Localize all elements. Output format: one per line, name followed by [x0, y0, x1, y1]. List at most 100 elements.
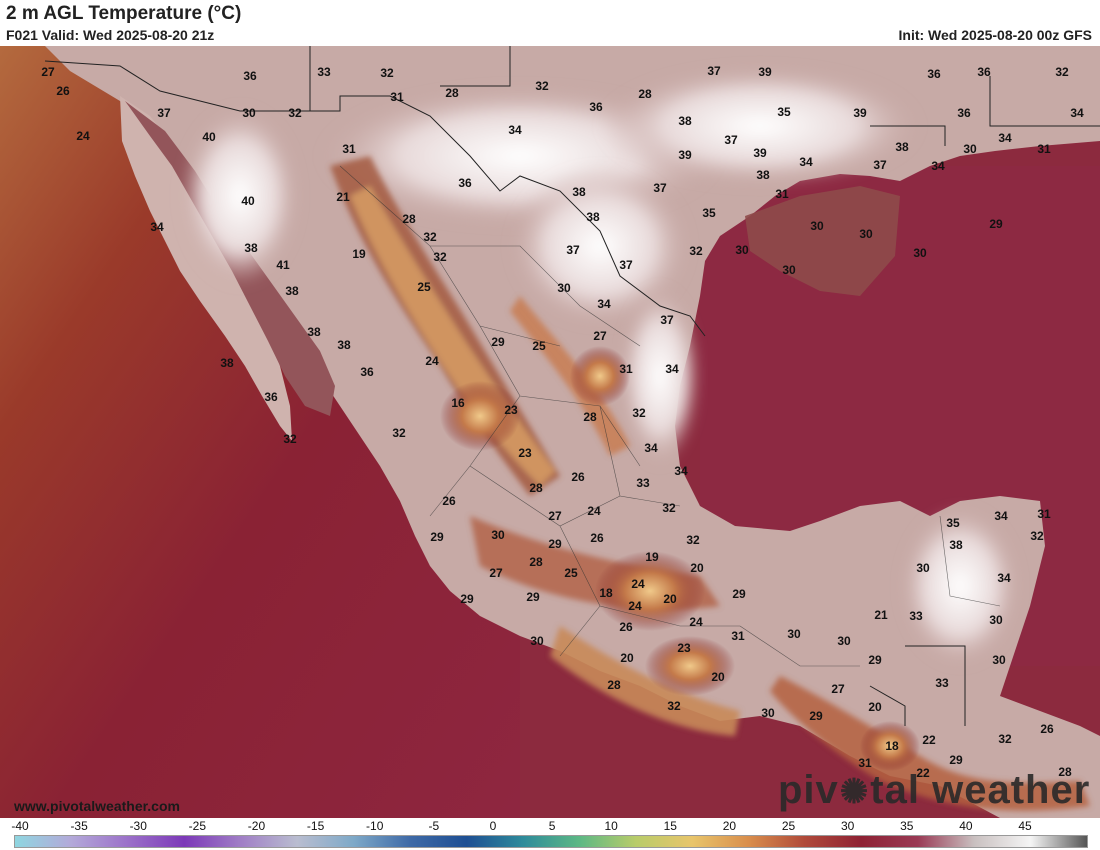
temperature-label: 33 [935, 676, 949, 690]
temperature-label: 40 [241, 194, 255, 208]
temperature-label: 29 [989, 217, 1003, 231]
temperature-label: 20 [711, 670, 725, 684]
pivotal-weather-logo: piv✺tal weather [778, 768, 1090, 813]
temperature-label: 20 [620, 651, 634, 665]
temperature-label: 39 [758, 65, 772, 79]
temperature-label: 31 [619, 362, 633, 376]
temperature-label: 30 [963, 142, 977, 156]
cool-spot-zacatecas [570, 346, 630, 406]
temperature-label: 28 [445, 86, 459, 100]
temperature-label: 30 [491, 528, 505, 542]
gear-icon: ✺ [839, 773, 870, 811]
temperature-label: 27 [593, 329, 607, 343]
temperature-label: 39 [678, 148, 692, 162]
temperature-label: 32 [535, 79, 549, 93]
colorbar-tick-label: 5 [548, 819, 556, 833]
temperature-label: 24 [689, 615, 703, 629]
temperature-label: 30 [916, 561, 930, 575]
colorbar-tick-label: -20 [247, 819, 266, 833]
temperature-label: 26 [1040, 722, 1054, 736]
colorbar-tick-label: 10 [604, 819, 618, 833]
colorbar-legend: -40 -35 -30 -25 -20 -15 -10 -5 0 5 10 15 20 25 30 35 40 4… [0, 818, 1100, 850]
init-time: Init: Wed 2025-08-20 00z GFS [898, 27, 1092, 43]
temperature-label: 31 [390, 90, 404, 104]
temperature-label: 19 [352, 247, 366, 261]
temperature-label: 30 [761, 706, 775, 720]
temperature-label: 32 [423, 230, 437, 244]
colorbar-tick-label: 15 [663, 819, 677, 833]
temperature-label: 36 [927, 67, 941, 81]
temperature-label: 32 [283, 432, 297, 446]
temperature-label: 29 [526, 590, 540, 604]
temperature-label: 30 [992, 653, 1006, 667]
temperature-label: 32 [392, 426, 406, 440]
temperature-label: 29 [460, 592, 474, 606]
temperature-label: 38 [756, 168, 770, 182]
temperature-label: 36 [458, 176, 472, 190]
temperature-label: 39 [753, 146, 767, 160]
temperature-label: 26 [571, 470, 585, 484]
temperature-label: 21 [336, 190, 350, 204]
temperature-label: 31 [1037, 507, 1051, 521]
temperature-label: 38 [678, 114, 692, 128]
temperature-label: 29 [732, 587, 746, 601]
temperature-label: 18 [885, 739, 899, 753]
temperature-label: 30 [735, 243, 749, 257]
hot-zone-sonora [180, 106, 300, 286]
temperature-label: 36 [977, 65, 991, 79]
temperature-label: 33 [317, 65, 331, 79]
temperature-label: 34 [508, 123, 522, 137]
temperature-label: 38 [337, 338, 351, 352]
logo-text-right: tal weather [870, 768, 1091, 812]
temperature-label: 31 [775, 187, 789, 201]
temperature-label: 20 [868, 700, 882, 714]
temperature-label: 34 [931, 159, 945, 173]
temperature-label: 29 [949, 753, 963, 767]
temperature-label: 32 [686, 533, 700, 547]
temperature-label: 37 [653, 181, 667, 195]
colorbar-tick-label: 25 [781, 819, 796, 833]
temperature-label: 34 [665, 362, 679, 376]
colorbar-tick-label: 30 [840, 819, 855, 833]
temperature-label: 23 [518, 446, 532, 460]
temperature-label: 30 [787, 627, 801, 641]
temperature-label: 35 [702, 206, 716, 220]
colorbar-tick-label: 0 [489, 819, 497, 833]
temperature-label: 29 [548, 537, 562, 551]
website-credit[interactable]: www.pivotalweather.com [14, 798, 180, 814]
temperature-label: 24 [425, 354, 439, 368]
temperature-label: 32 [667, 699, 681, 713]
land-mass [45, 46, 1100, 818]
temperature-label: 36 [243, 69, 257, 83]
temperature-label: 29 [430, 530, 444, 544]
temperature-label: 18 [599, 586, 613, 600]
temperature-label: 23 [504, 403, 518, 417]
colorbar-tick-label: -15 [306, 819, 325, 833]
temperature-label: 32 [632, 406, 646, 420]
map-canvas: 27 26 24 36 33 32 37 40 30 32 31 28 32 36 34 28 37 39 35 38… [0, 46, 1100, 818]
temperature-label: 33 [909, 609, 923, 623]
temperature-labels: 27 26 24 36 33 32 37 40 30 32 31 28 32 36 34 28 37 39 35 38… [41, 64, 1084, 780]
temperature-map[interactable]: 27 26 24 36 33 32 37 40 30 32 31 28 32 36 34 28 37 39 35 38… [0, 46, 1100, 818]
temperature-label: 37 [707, 64, 721, 78]
temperature-label: 25 [532, 339, 546, 353]
temperature-label: 24 [631, 577, 645, 591]
temperature-label: 38 [285, 284, 299, 298]
temperature-label: 33 [636, 476, 650, 490]
colorbar-tick-label: 40 [959, 819, 973, 833]
temperature-label: 23 [677, 641, 691, 655]
cool-spot-durango [440, 381, 520, 451]
temperature-label: 32 [1030, 529, 1044, 543]
temperature-label: 34 [597, 297, 611, 311]
temperature-label: 21 [874, 608, 888, 622]
temperature-label: 34 [997, 571, 1011, 585]
temperature-label: 28 [529, 555, 543, 569]
temperature-label: 36 [957, 106, 971, 120]
temperature-label: 26 [619, 620, 633, 634]
temperature-label: 34 [994, 509, 1008, 523]
temperature-label: 31 [342, 142, 356, 156]
temperature-label: 35 [777, 105, 791, 119]
temperature-label: 38 [586, 210, 600, 224]
hot-zone-gulf-coast [620, 286, 700, 466]
colorbar-tick-label: -30 [129, 819, 147, 833]
